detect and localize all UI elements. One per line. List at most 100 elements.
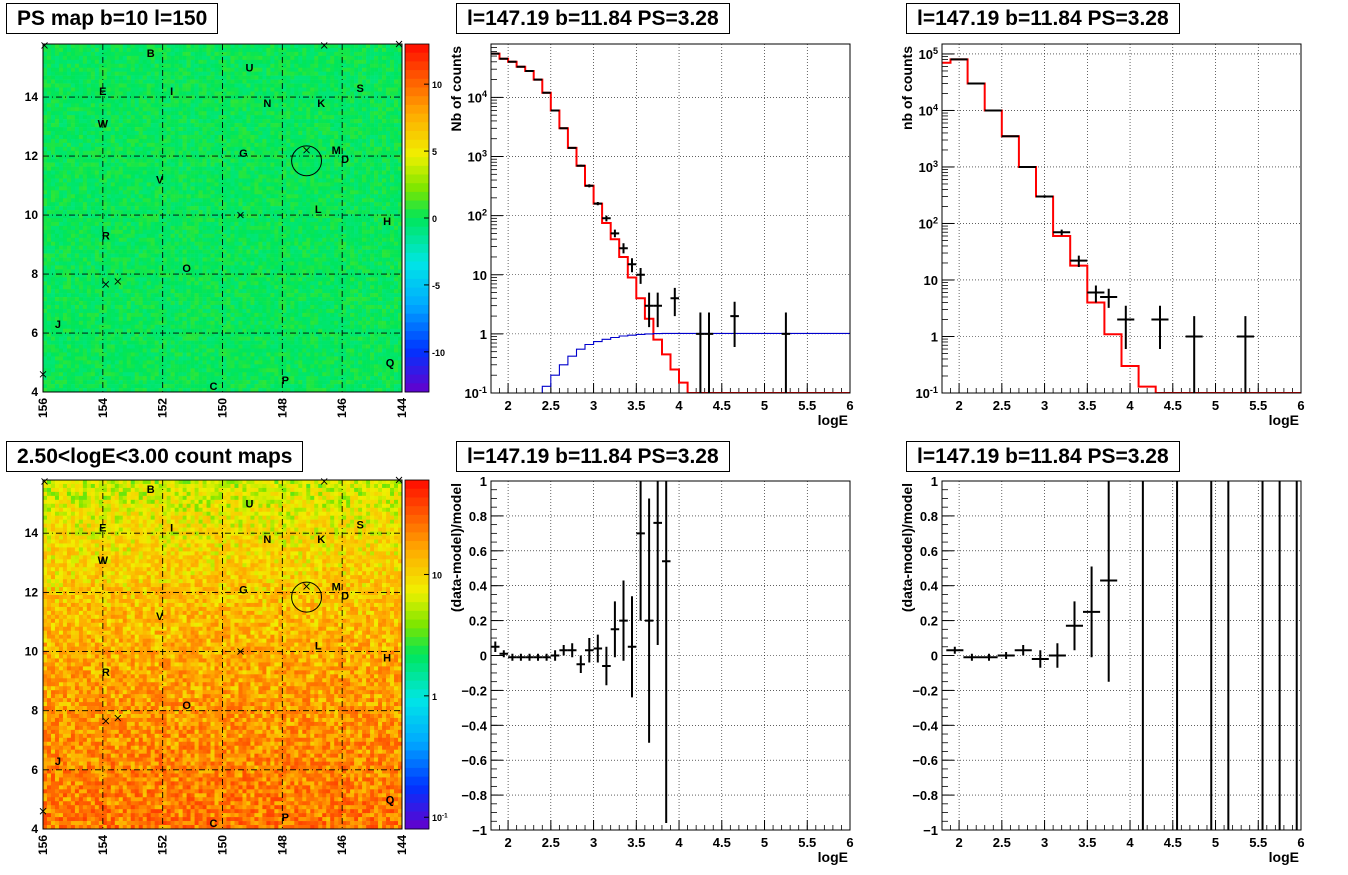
source-label: M: [332, 145, 341, 157]
colorbar-segment: [405, 313, 429, 323]
x-tick-label: 5.5: [798, 835, 816, 850]
selected-source-circle: [291, 581, 323, 613]
data-point: [1001, 135, 1019, 138]
colorbar-segment: [405, 759, 429, 769]
map-y-tick-label: 10: [25, 645, 39, 659]
source-cross: [395, 40, 403, 48]
colorbar-segment: [405, 584, 429, 594]
source-label: D: [341, 590, 349, 602]
source-label: I: [170, 522, 173, 534]
colorbar-segment: [405, 209, 429, 219]
x-tick-label: 3: [590, 398, 597, 413]
data-point: [980, 653, 998, 661]
map-y-tick-label: 12: [25, 585, 39, 599]
data-point: [1151, 305, 1169, 349]
map-x-tick-label: 156: [36, 398, 50, 418]
y-axis-label: (data-model)/model: [899, 483, 915, 612]
colorbar-segment: [405, 602, 429, 612]
source-label: U: [245, 63, 253, 75]
data-point: [1100, 481, 1118, 682]
source-label: P: [282, 812, 289, 824]
map-x-tick-label: 144: [395, 835, 409, 855]
map-top-title: PS map b=10 l=150: [6, 3, 219, 34]
map-x-tick-label: 154: [96, 835, 110, 855]
colorbar-tick-label: -10: [432, 348, 445, 358]
data-point: [644, 498, 654, 743]
map-x-tick-label: 146: [335, 835, 349, 855]
x-tick-label: 2.5: [542, 398, 560, 413]
x-tick-label: 3.5: [627, 398, 645, 413]
colorbar-segment: [405, 698, 429, 708]
source-cross: [39, 807, 47, 815]
colorbar-segment: [405, 157, 429, 167]
x-tick-label: 4.5: [1164, 398, 1182, 413]
source-label: R: [102, 231, 110, 243]
map-y-tick-label: 4: [31, 385, 38, 399]
source-cross: [41, 42, 48, 49]
colorbar-segment: [405, 383, 429, 393]
y-tick-label: −1: [923, 823, 938, 838]
y-tick-label: 0: [931, 649, 938, 664]
data-point: [516, 653, 526, 661]
data-point: [636, 481, 645, 621]
data-point: [1048, 643, 1066, 668]
colorbar-segment: [405, 689, 429, 699]
colorbar-segment: [405, 715, 429, 725]
source-label: B: [147, 48, 155, 60]
source-label: N: [263, 98, 271, 110]
y-tick-label: 103: [467, 148, 487, 164]
colorbar-segment: [405, 549, 429, 559]
y-axis-label: nb of counts: [899, 46, 915, 130]
panel-ratio_bottom_right: 2 2.5 3 3.5 4 4.5 5 5.5 6 −1 −0.8 −0.6 −0.4 −0.2 0 0.2 0…: [899, 474, 1305, 865]
data-point: [593, 634, 603, 663]
source-label: I: [170, 86, 173, 98]
colorbar-segment: [405, 148, 429, 158]
data-point: [610, 601, 620, 658]
y-tick-label: 104: [918, 102, 938, 118]
colorbar-segment: [405, 610, 429, 621]
source-label: J: [55, 319, 61, 331]
map-y-tick-label: 14: [25, 526, 39, 540]
source-label: C: [210, 381, 218, 393]
x-tick-label: 3: [1041, 398, 1048, 413]
colorbar-segment: [405, 794, 429, 804]
panel-spec_top_right: 2 2.5 3 3.5 4 4.5 5 5.5 6 10-1 1 10 102 103 104 105 logE…: [899, 43, 1305, 428]
colorbar-segment: [405, 619, 429, 629]
data-point: [1236, 316, 1254, 393]
source-cross: [41, 478, 48, 485]
data-point: [644, 292, 654, 328]
data-point: [491, 641, 500, 652]
y-tick-label: 0.4: [920, 579, 939, 594]
panel-ratio_bottom: 2 2.5 3 3.5 4 4.5 5 5.5 6 −1 −0.8 −0.6 −0.4 −0.2 0 0.2 0…: [448, 474, 854, 865]
source-label: W: [98, 555, 109, 567]
data-point: [602, 215, 611, 222]
colorbar-segment: [405, 165, 429, 175]
y-tick-label: −0.2: [912, 683, 938, 698]
data-point: [508, 60, 517, 63]
data-point: [670, 287, 679, 317]
x-tick-label: 4: [675, 835, 683, 850]
colorbar-segment: [405, 575, 429, 586]
x-tick-label: 2.5: [993, 398, 1011, 413]
source-label: E: [99, 86, 106, 98]
source-label: S: [356, 519, 363, 531]
x-tick-label: 5: [1212, 398, 1219, 413]
source-label: V: [156, 611, 164, 623]
source-label: Q: [386, 358, 395, 370]
map-x-tick-label: 152: [156, 835, 170, 855]
data-point: [559, 645, 568, 656]
data-point: [1053, 229, 1071, 236]
data-point: [950, 58, 968, 61]
colorbar-segment: [405, 680, 429, 690]
colorbar-segment: [405, 532, 429, 542]
colorbar-segment: [405, 776, 429, 786]
plot-area: [491, 481, 850, 830]
data-point: [499, 57, 509, 60]
x-tick-label: 5: [761, 398, 768, 413]
x-tick-label: 6: [1297, 835, 1304, 850]
y-tick-label: 1: [931, 474, 938, 489]
spec-top-right-title: l=147.19 b=11.84 PS=3.28: [906, 3, 1180, 34]
data-point: [491, 52, 500, 55]
colorbar-segment: [405, 61, 429, 71]
